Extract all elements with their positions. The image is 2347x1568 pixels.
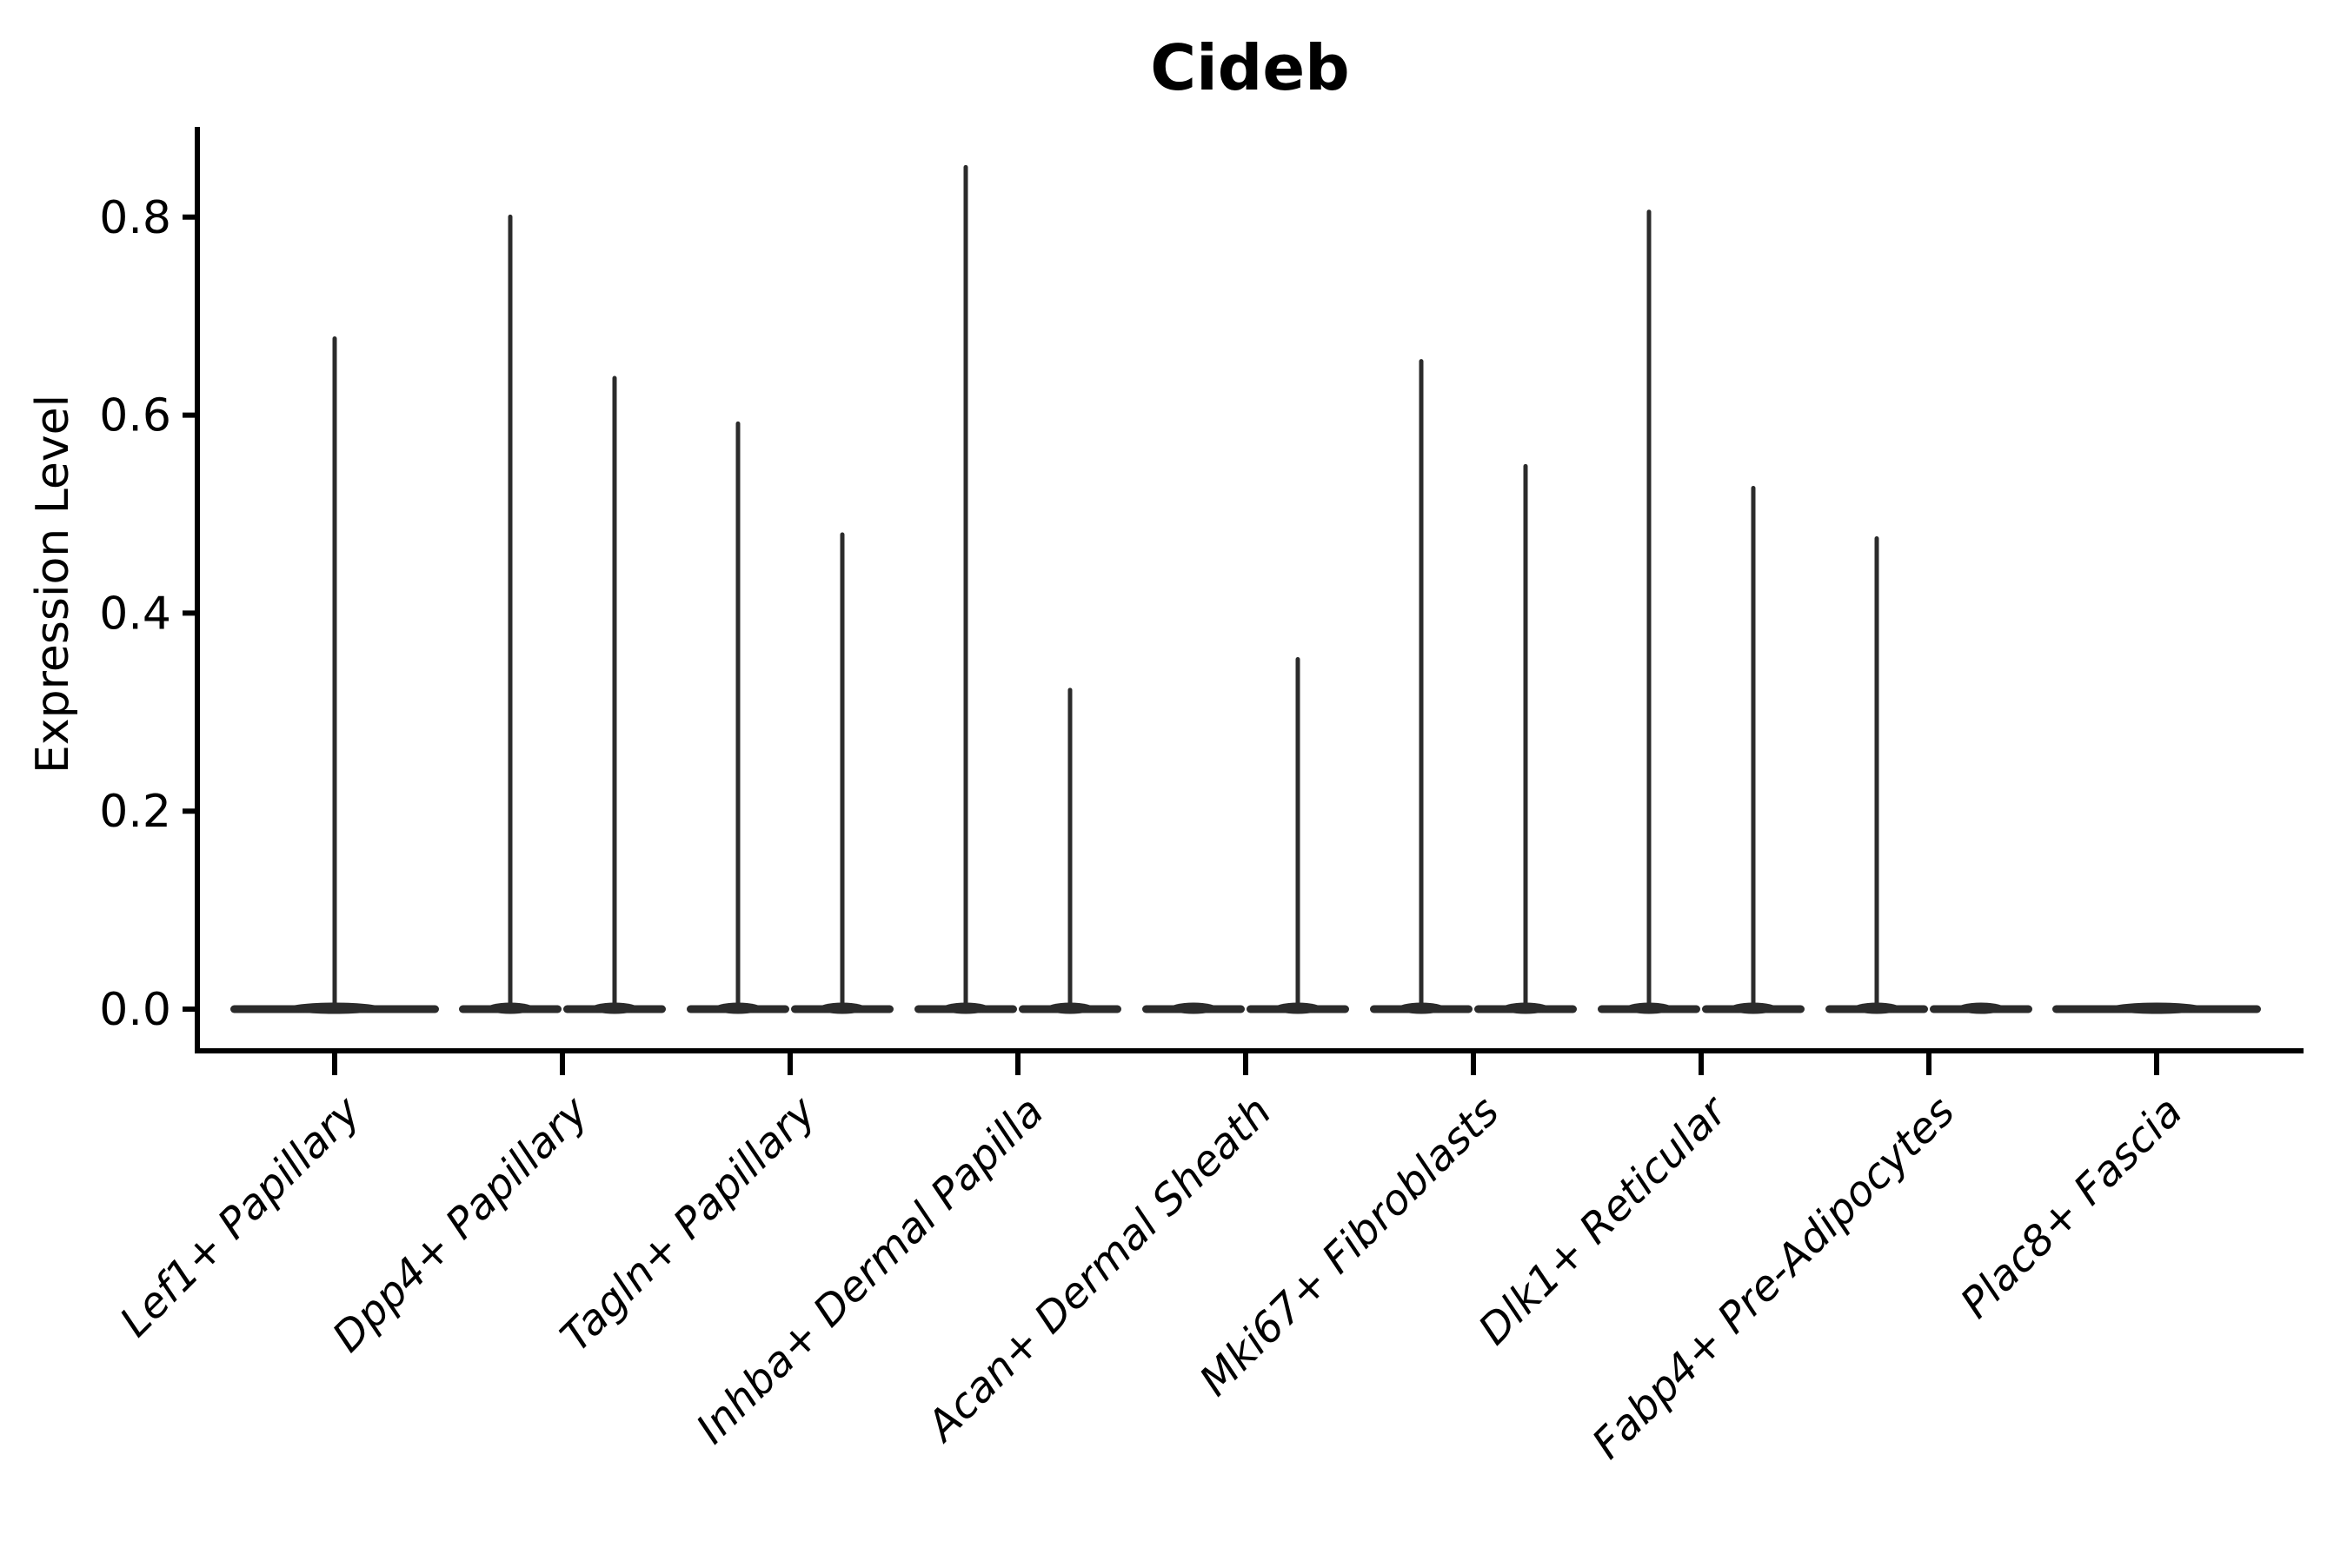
y-axis-label: Expression Level	[27, 395, 79, 774]
chart-title: Cideb	[1150, 31, 1349, 104]
violin-baseline-bulge	[2109, 1002, 2204, 1014]
axes-layer	[183, 127, 2304, 1075]
y-tick-label: 0.6	[99, 390, 171, 442]
y-tick-label: 0.2	[99, 786, 171, 838]
y-tick-label: 0.0	[99, 984, 171, 1036]
y-tick-label: 0.8	[99, 192, 171, 244]
violin-baseline-bulge	[1958, 1002, 2005, 1014]
y-tick-label: 0.4	[99, 588, 171, 640]
violin-layer	[230, 164, 2261, 1014]
violin-baseline-bulge	[1170, 1002, 1217, 1014]
